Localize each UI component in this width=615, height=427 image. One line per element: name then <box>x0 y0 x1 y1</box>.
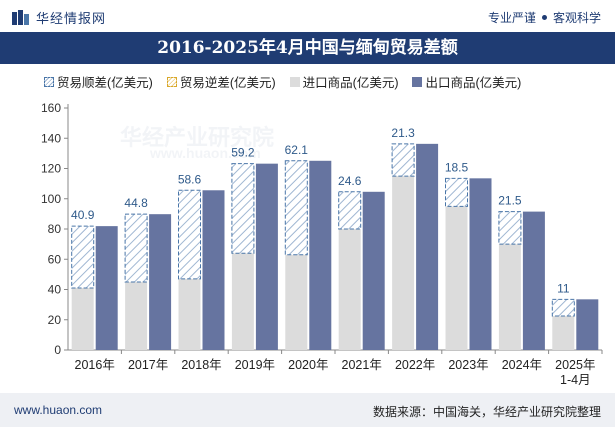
x-tick-label: 2020年 <box>288 358 328 372</box>
surplus-data-label: 59.2 <box>231 146 255 160</box>
footer-source: 数据来源：中国海关，华经产业研究院整理 <box>372 405 601 419</box>
logo-icon <box>12 9 30 26</box>
tagline-professional: 专业严谨 <box>487 11 536 25</box>
y-tick-label: 40 <box>48 283 62 297</box>
legend-item-surplus: 贸易顺差(亿美元) <box>44 72 153 91</box>
legend-swatch-deficit <box>166 76 177 87</box>
import-bar <box>392 176 415 350</box>
x-tick-label: 1-4月 <box>560 373 591 387</box>
surplus-bar <box>551 298 575 317</box>
legend-swatch-import <box>289 76 300 87</box>
legend-label-deficit: 贸易逆差(亿美元) <box>179 76 276 90</box>
top-links: 专业严谨 客观科学 <box>488 9 601 26</box>
x-tick-label: 2018年 <box>181 358 221 372</box>
footer-website-link[interactable]: www.huaon.com <box>14 403 103 417</box>
surplus-data-label: 58.6 <box>178 172 202 186</box>
tagline-objective: 客观科学 <box>552 11 601 25</box>
surplus-data-label: 21.5 <box>498 194 522 208</box>
chart-title: 2016-2025年4月中国与缅甸贸易差额 <box>0 32 615 64</box>
surplus-bar <box>338 191 362 230</box>
y-tick-label: 0 <box>54 343 61 357</box>
legend-item-import: 进口商品(亿美元) <box>289 72 399 91</box>
y-tick-label: 160 <box>41 101 61 115</box>
export-bar <box>576 299 599 350</box>
import-bar <box>231 253 254 350</box>
chart-legend: 贸易顺差(亿美元) 贸易逆差(亿美元) 进口商品(亿美元) 出口商品(亿美元) <box>44 72 521 91</box>
x-tick-label: 2021年 <box>342 358 382 372</box>
y-tick-label: 100 <box>41 192 61 206</box>
legend-label-export: 出口商品(亿美元) <box>425 76 522 90</box>
logo-text: 华经情报网 <box>36 11 107 26</box>
import-bar <box>552 315 575 350</box>
export-bar <box>522 211 545 350</box>
export-bar <box>255 163 278 350</box>
surplus-data-label: 44.8 <box>124 196 148 210</box>
export-bar <box>362 191 385 350</box>
bar-chart: 0 20 40 60 80 100 120 140 160 40.9 2016年 44.8 2017年… <box>41 101 603 387</box>
y-tick-label: 140 <box>41 131 61 145</box>
import-bar <box>285 254 308 350</box>
surplus-bar <box>445 177 468 207</box>
export-bar <box>469 178 492 350</box>
legend-label-surplus: 贸易顺差(亿美元) <box>57 76 153 90</box>
import-bar <box>338 229 361 350</box>
export-bar <box>309 160 332 350</box>
top-bar: 华经情报网 专业严谨 客观科学 <box>0 0 615 32</box>
surplus-bar <box>124 213 148 283</box>
export-bar <box>95 226 118 350</box>
legend-item-deficit: 贸易逆差(亿美元) <box>166 72 276 91</box>
y-tick-label: 20 <box>48 313 62 327</box>
y-tick-label: 120 <box>41 162 61 176</box>
import-bar <box>498 244 521 350</box>
surplus-data-label: 11 <box>557 281 570 295</box>
surplus-bar <box>178 189 201 280</box>
import-bar <box>178 278 201 350</box>
x-tick-label: 2023年 <box>448 358 488 372</box>
legend-label-import: 进口商品(亿美元) <box>302 76 399 90</box>
y-tick-label: 60 <box>48 252 62 266</box>
surplus-data-label: 40.9 <box>71 208 95 222</box>
import-bar <box>71 287 94 350</box>
surplus-bar <box>71 225 95 289</box>
separator-dot-icon <box>541 15 547 20</box>
logo[interactable]: 华经情报网 <box>12 8 106 27</box>
surplus-data-label: 21.3 <box>391 126 415 140</box>
surplus-data-label: 24.6 <box>338 174 362 188</box>
surplus-bar <box>284 160 308 256</box>
legend-item-export: 出口商品(亿美元) <box>412 72 521 91</box>
legend-swatch-export <box>412 76 423 87</box>
surplus-data-label: 18.5 <box>445 160 469 174</box>
x-tick-label: 2024年 <box>502 358 542 372</box>
surplus-data-label: 62.1 <box>285 143 309 157</box>
x-tick-label: 2025年 <box>555 358 595 372</box>
export-bar <box>149 214 172 350</box>
surplus-bar <box>231 163 255 254</box>
x-tick-label: 2016年 <box>75 358 115 372</box>
x-tick-label: 2017年 <box>128 358 168 372</box>
import-bar <box>445 206 468 350</box>
surplus-bar <box>498 211 522 245</box>
x-tick-label: 2019年 <box>235 358 275 372</box>
export-bar <box>202 190 225 350</box>
x-tick-label: 2022年 <box>395 358 435 372</box>
y-tick-label: 80 <box>48 222 62 236</box>
import-bar <box>125 281 148 350</box>
legend-swatch-surplus <box>44 76 54 87</box>
footer: www.huaon.com 数据来源：中国海关，华经产业研究院整理 <box>0 393 615 427</box>
surplus-bar <box>391 143 415 177</box>
export-bar <box>416 143 439 350</box>
